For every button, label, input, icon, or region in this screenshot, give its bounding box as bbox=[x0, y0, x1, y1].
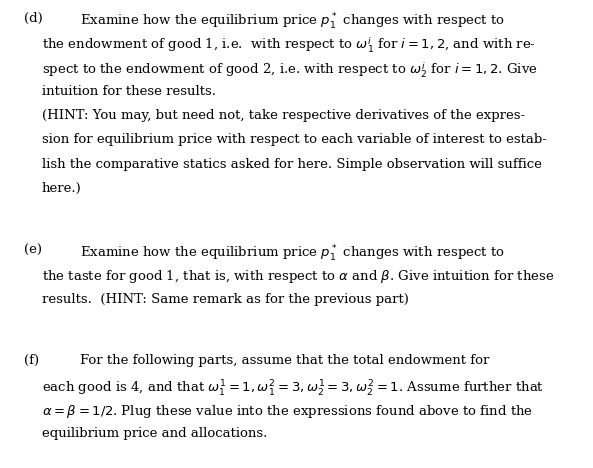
Text: (e): (e) bbox=[24, 244, 42, 257]
Text: intuition for these results.: intuition for these results. bbox=[42, 85, 215, 98]
Text: results.  (HINT: Same remark as for the previous part): results. (HINT: Same remark as for the p… bbox=[42, 292, 409, 306]
Text: sion for equilibrium price with respect to each variable of interest to estab-: sion for equilibrium price with respect … bbox=[42, 133, 546, 146]
Text: For the following parts, assume that the total endowment for: For the following parts, assume that the… bbox=[80, 354, 489, 367]
Text: Examine how the equilibrium price $p_1^*$ changes with respect to: Examine how the equilibrium price $p_1^*… bbox=[80, 244, 505, 264]
Text: the taste for good 1, that is, with respect to $\alpha$ and $\beta$. Give intuit: the taste for good 1, that is, with resp… bbox=[42, 268, 554, 285]
Text: here.): here.) bbox=[42, 182, 81, 195]
Text: the endowment of good 1, i.e.  with respect to $\omega_1^i$ for $i = 1, 2$, and : the endowment of good 1, i.e. with respe… bbox=[42, 36, 535, 55]
Text: $\alpha = \beta = 1/2$. Plug these value into the expressions found above to fin: $\alpha = \beta = 1/2$. Plug these value… bbox=[42, 403, 533, 420]
Text: each good is 4, and that $\omega_1^1 = 1, \omega_1^2 = 3, \omega_2^1 = 3, \omega: each good is 4, and that $\omega_1^1 = 1… bbox=[42, 379, 544, 399]
Text: (HINT: You may, but need not, take respective derivatives of the expres-: (HINT: You may, but need not, take respe… bbox=[42, 109, 525, 122]
Text: Examine how the equilibrium price $p_1^*$ changes with respect to: Examine how the equilibrium price $p_1^*… bbox=[80, 12, 505, 32]
Text: (d): (d) bbox=[24, 12, 43, 25]
Text: lish the comparative statics asked for here. Simple observation will suffice: lish the comparative statics asked for h… bbox=[42, 158, 541, 171]
Text: equilibrium price and allocations.: equilibrium price and allocations. bbox=[42, 427, 267, 440]
Text: (f): (f) bbox=[24, 354, 39, 367]
Text: spect to the endowment of good 2, i.e. with respect to $\omega_2^i$ for $i = 1,2: spect to the endowment of good 2, i.e. w… bbox=[42, 60, 537, 80]
